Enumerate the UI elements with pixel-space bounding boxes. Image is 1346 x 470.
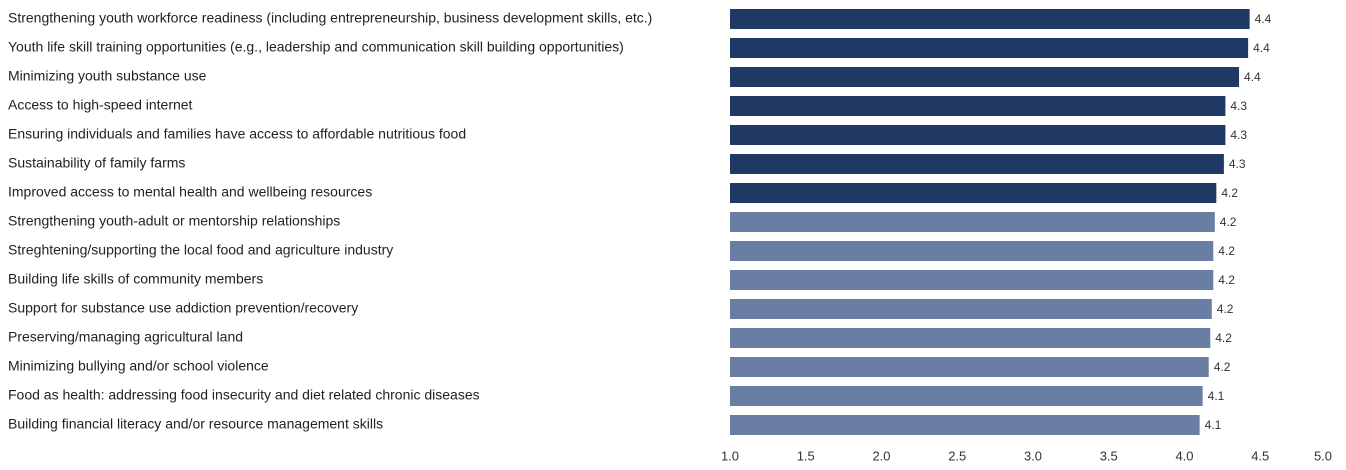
category-label: Access to high-speed internet (8, 97, 193, 113)
value-label: 4.4 (1244, 70, 1261, 84)
value-label: 4.2 (1218, 244, 1235, 258)
value-label: 4.4 (1255, 12, 1272, 26)
x-tick-label: 4.5 (1251, 448, 1269, 463)
value-label: 4.2 (1221, 186, 1238, 200)
category-label: Strengthening youth workforce readiness … (8, 10, 652, 26)
value-label: 4.3 (1230, 128, 1247, 142)
category-label: Streghtening/supporting the local food a… (8, 242, 393, 258)
x-tick-label: 2.0 (872, 448, 890, 463)
bar (730, 9, 1250, 29)
value-label: 4.1 (1208, 389, 1225, 403)
x-tick-label: 3.0 (1024, 448, 1042, 463)
category-label: Building financial literacy and/or resou… (8, 416, 383, 432)
category-label: Strengthening youth-adult or mentorship … (8, 213, 340, 229)
value-label: 4.3 (1230, 99, 1247, 113)
value-label: 4.2 (1214, 360, 1231, 374)
bar (730, 299, 1212, 319)
value-label: 4.2 (1218, 273, 1235, 287)
bar (730, 328, 1211, 348)
bar (730, 154, 1224, 174)
value-label: 4.3 (1229, 157, 1246, 171)
value-label: 4.2 (1217, 302, 1234, 316)
bar (730, 386, 1203, 406)
value-label: 4.4 (1253, 41, 1270, 55)
category-label: Minimizing bullying and/or school violen… (8, 358, 269, 374)
category-label: Preserving/managing agricultural land (8, 329, 243, 345)
x-tick-label: 1.0 (721, 448, 739, 463)
x-tick-label: 5.0 (1314, 448, 1332, 463)
bar (730, 38, 1249, 58)
value-label: 4.2 (1220, 215, 1237, 229)
bar (730, 125, 1226, 145)
bar (730, 183, 1217, 203)
category-label: Ensuring individuals and families have a… (8, 126, 466, 142)
bar (730, 212, 1215, 232)
category-label: Minimizing youth substance use (8, 68, 207, 84)
x-tick-label: 4.0 (1175, 448, 1193, 463)
x-tick-label: 1.5 (797, 448, 815, 463)
category-label: Food as health: addressing food insecuri… (8, 387, 480, 403)
bar (730, 67, 1240, 87)
category-label: Building life skills of community member… (8, 271, 263, 287)
category-label: Youth life skill training opportunities … (8, 39, 624, 55)
x-tick-label: 3.5 (1100, 448, 1118, 463)
category-label: Improved access to mental health and wel… (8, 184, 372, 200)
x-tick-label: 2.5 (948, 448, 966, 463)
value-label: 4.1 (1205, 418, 1222, 432)
bar (730, 415, 1200, 435)
bar (730, 270, 1214, 290)
bar (730, 357, 1209, 377)
bar (730, 96, 1226, 116)
bar (730, 241, 1214, 261)
category-label: Sustainability of family farms (8, 155, 185, 171)
category-label: Support for substance use addiction prev… (8, 300, 358, 316)
value-label: 4.2 (1215, 331, 1232, 345)
